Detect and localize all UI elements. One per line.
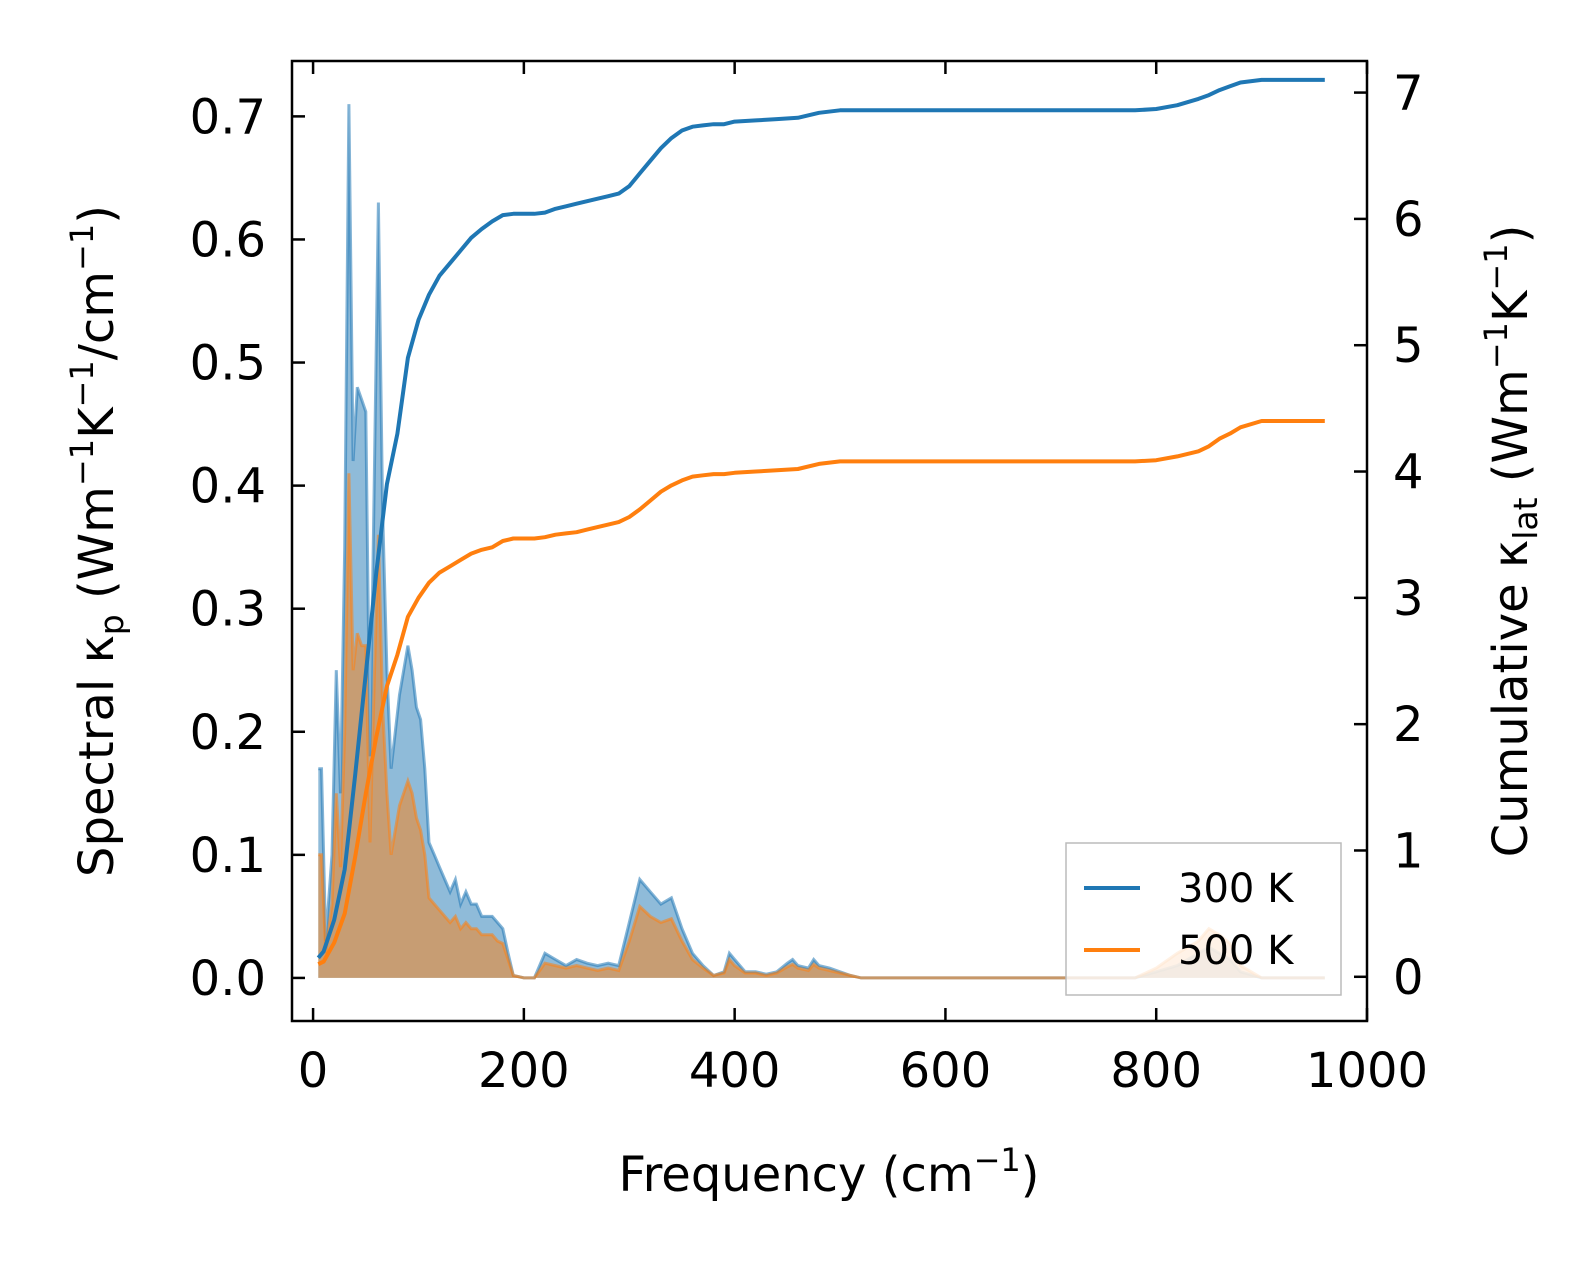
legend-label-500k: 500 K xyxy=(1178,928,1295,974)
y-right-tick-label: 1 xyxy=(1393,823,1424,879)
y-left-axis-title: Spectral κp (Wm−1K−1/cm−1) xyxy=(63,205,131,877)
x-tick-label: 400 xyxy=(689,1043,781,1099)
y-left-tick-label: 0.3 xyxy=(190,582,266,638)
x-axis-title: Frequency (cm−1) xyxy=(618,1141,1039,1203)
legend-label-300k: 300 K xyxy=(1178,866,1295,912)
axis-ticks: 0 200 400 600 800 1000 0.0 0.1 0.2 0.3 0.4 0.5 0.6 0.… xyxy=(190,61,1428,1099)
cumulative-line-300k xyxy=(316,77,1325,960)
x-tick-label: 200 xyxy=(478,1043,570,1099)
y-left-tick-label: 0.5 xyxy=(190,336,266,392)
x-tick-label: 800 xyxy=(1110,1043,1202,1099)
y-left-tick-label: 0.7 xyxy=(190,89,266,145)
y-right-tick-label: 4 xyxy=(1393,445,1424,501)
cumulative-lines xyxy=(316,77,1325,966)
cumulative-line-500k xyxy=(317,419,1325,966)
y-right-tick-label: 3 xyxy=(1393,571,1424,627)
y-left-tick-label: 0.1 xyxy=(190,828,266,884)
spectral-area-500k xyxy=(318,473,1325,978)
legend: 300 K 500 K xyxy=(1065,842,1342,996)
y-right-tick-label: 0 xyxy=(1393,950,1424,1006)
legend-box xyxy=(1065,842,1342,996)
x-tick-label: 0 xyxy=(298,1043,329,1099)
y-left-tick-label: 0.6 xyxy=(190,212,266,268)
x-tick-label: 600 xyxy=(900,1043,992,1099)
x-tick-label: 1000 xyxy=(1306,1043,1428,1099)
y-right-tick-label: 5 xyxy=(1393,318,1424,374)
plot-frame xyxy=(290,59,1369,1023)
y-right-axis-title: Cumulative κlat (Wm−1K−1) xyxy=(1477,225,1545,858)
y-left-tick-label: 0.4 xyxy=(190,459,266,515)
y-left-tick-label: 0.2 xyxy=(190,705,266,761)
y-right-tick-label: 6 xyxy=(1393,192,1424,248)
y-left-tick-label: 0.0 xyxy=(190,951,266,1007)
y-right-tick-label: 2 xyxy=(1393,697,1424,753)
y-right-tick-label: 7 xyxy=(1393,66,1424,122)
